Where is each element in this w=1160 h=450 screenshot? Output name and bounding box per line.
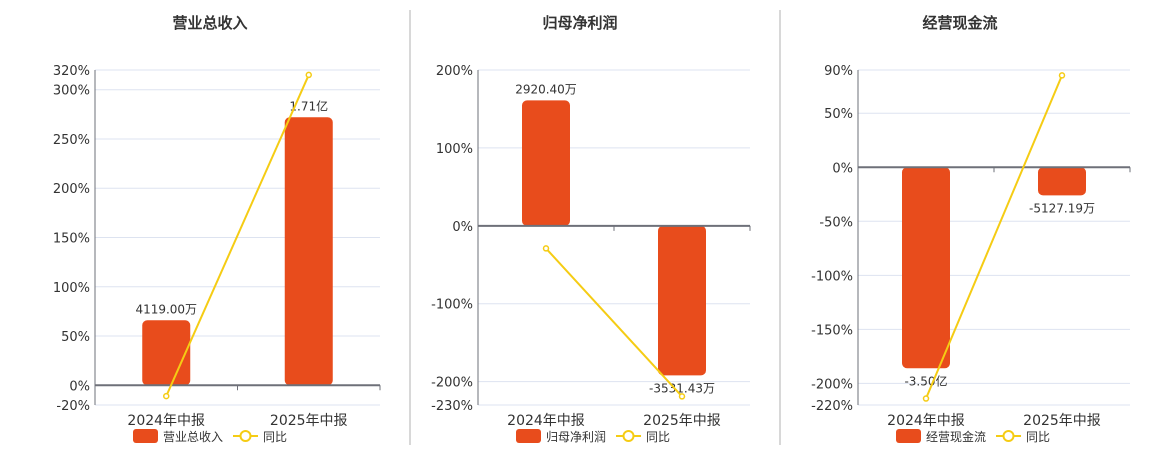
x-tick-label: 2025年中报 — [270, 413, 348, 429]
bar-data-label: -5127.19万 — [1029, 201, 1095, 215]
bar-归母净利润[interactable] — [658, 225, 706, 376]
legend-bar-label[interactable]: 营业总收入 — [163, 430, 223, 444]
bar-归母净利润[interactable] — [522, 100, 570, 226]
x-tick-label: 2025年中报 — [1023, 413, 1101, 429]
y-tick-label: 50% — [824, 107, 853, 122]
y-tick-label: 100% — [436, 142, 473, 157]
line-point[interactable] — [1058, 72, 1066, 79]
line-point[interactable] — [542, 245, 550, 252]
y-tick-label: -220% — [811, 399, 853, 414]
y-tick-label: 250% — [53, 133, 90, 148]
y-tick-label: -50% — [819, 215, 853, 230]
legend-bar-label[interactable]: 经营现金流 — [926, 429, 986, 444]
y-tick-label: -200% — [811, 377, 853, 392]
line-point[interactable] — [163, 392, 170, 400]
y-tick-label: 90% — [824, 64, 853, 79]
y-tick-label: -150% — [811, 323, 853, 338]
y-tick-label: 300% — [53, 84, 90, 99]
legend-bar-label[interactable]: 归母净利润 — [546, 430, 606, 444]
legend-bar-swatch[interactable] — [133, 429, 158, 443]
legend-line-marker[interactable] — [622, 430, 635, 442]
y-tick-label: -20% — [56, 399, 90, 414]
y-tick-label: -230% — [431, 399, 473, 414]
bar-data-label: 2920.40万 — [515, 82, 577, 96]
bar-经营现金流[interactable] — [1038, 167, 1086, 196]
chart-title: 归母净利润 — [542, 14, 617, 32]
chart-title: 营业总收入 — [172, 14, 247, 32]
y-tick-label: 0% — [69, 379, 90, 394]
legend-line-label[interactable]: 同比 — [263, 430, 287, 444]
x-tick-label: 2025年中报 — [643, 413, 721, 429]
y-tick-label: -100% — [431, 298, 473, 313]
x-tick-label: 2024年中报 — [127, 413, 205, 429]
y-tick-label: 0% — [832, 161, 853, 176]
y-tick-label: 150% — [53, 232, 90, 247]
line-同比 — [165, 74, 310, 397]
y-tick-label: 50% — [61, 330, 90, 345]
legend-line-marker[interactable] — [239, 430, 252, 442]
bar-data-label: -3.50亿 — [904, 373, 947, 388]
legend-line-label[interactable]: 同比 — [1026, 430, 1050, 444]
x-tick-label: 2024年中报 — [887, 413, 965, 429]
legend-line-marker[interactable] — [1002, 430, 1015, 442]
legend-bar-swatch[interactable] — [896, 429, 921, 443]
bar-营业总收入[interactable] — [284, 117, 333, 386]
y-tick-label: -200% — [431, 376, 473, 391]
bar-营业总收入[interactable] — [142, 320, 191, 386]
bar-经营现金流[interactable] — [902, 167, 950, 369]
line-同比 — [545, 247, 683, 398]
chart-title: 经营现金流 — [922, 14, 997, 32]
legend-bar-swatch[interactable] — [516, 429, 541, 443]
y-tick-label: -100% — [811, 269, 853, 284]
y-tick-label: 0% — [452, 220, 473, 235]
x-tick-label: 2024年中报 — [507, 413, 585, 429]
bar-data-label: 1.71亿 — [289, 98, 328, 113]
y-tick-label: 200% — [53, 182, 90, 197]
line-point[interactable] — [678, 393, 686, 400]
y-tick-label: 200% — [436, 64, 473, 79]
line-point[interactable] — [922, 395, 930, 402]
line-同比 — [925, 75, 1063, 399]
bar-data-label: -3531.43万 — [649, 381, 715, 395]
legend-line-label[interactable]: 同比 — [646, 430, 670, 444]
bar-data-label: 4119.00万 — [135, 302, 197, 316]
line-point[interactable] — [305, 71, 312, 79]
y-tick-label: 100% — [53, 281, 90, 296]
y-tick-label: 320% — [53, 64, 90, 79]
